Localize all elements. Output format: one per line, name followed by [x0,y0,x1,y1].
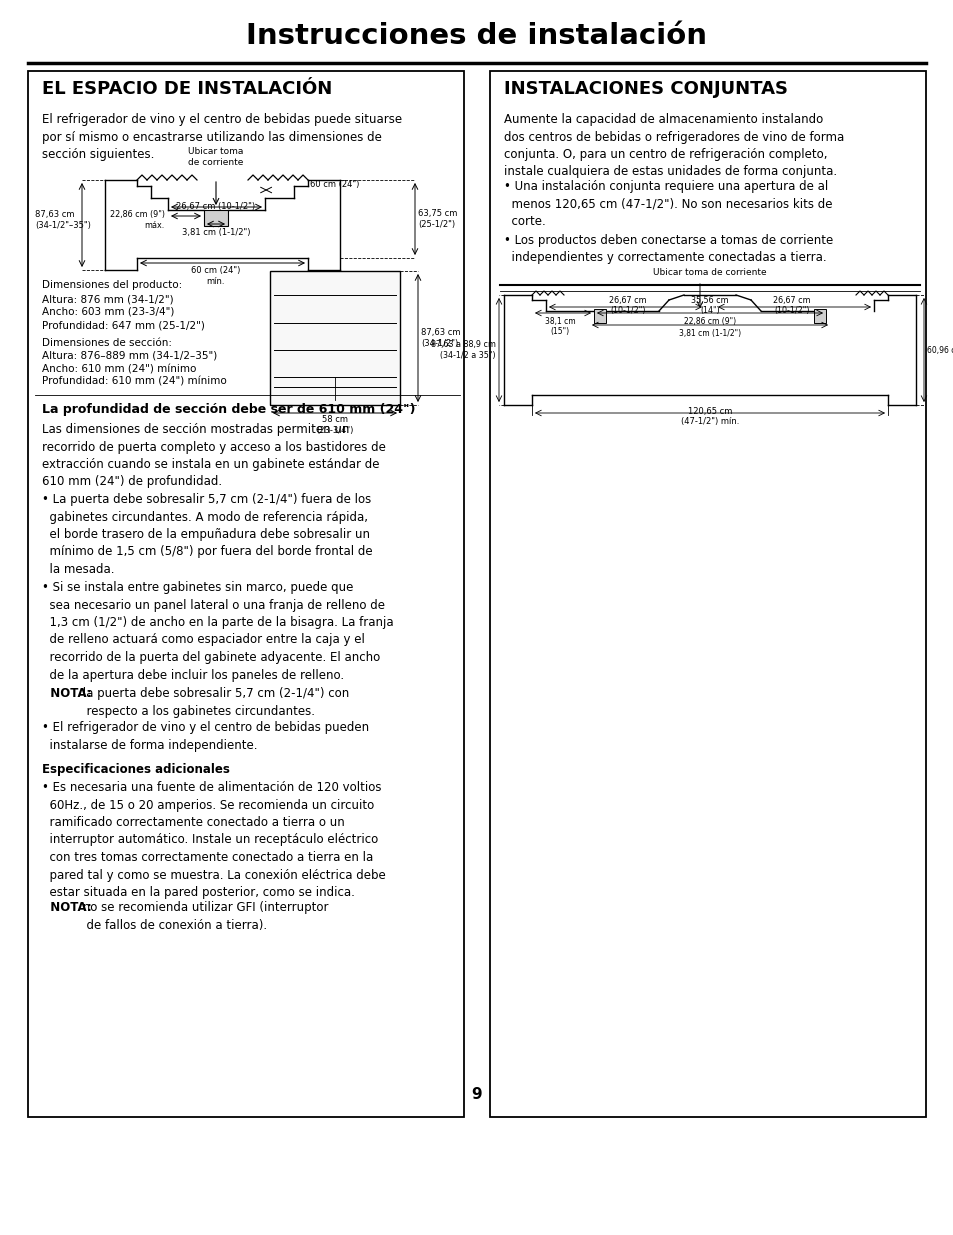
Bar [594,309,605,324]
Text: Altura: 876 mm (34-1/2"): Altura: 876 mm (34-1/2") [42,294,173,304]
Text: Ubicar toma de corriente: Ubicar toma de corriente [653,268,766,277]
Text: mín.: mín. [207,277,225,287]
Text: • Es necesaria una fuente de alimentación de 120 voltios
  60Hz., de 15 o 20 amp: • Es necesaria una fuente de alimentació… [42,781,385,899]
Text: 87,63 cm
(34-1/2"): 87,63 cm (34-1/2") [420,329,460,348]
Text: 60,96 cm (24"): 60,96 cm (24") [926,346,953,354]
Text: • Si se instala entre gabinetes sin marco, puede que
  sea necesario un panel la: • Si se instala entre gabinetes sin marc… [42,580,394,682]
Text: 63,75 cm
(25-1/2"): 63,75 cm (25-1/2") [417,209,456,228]
Text: • Los productos deben conectarse a tomas de corriente
  independientes y correct: • Los productos deben conectarse a tomas… [503,233,832,264]
Text: la puerta debe sobresalir 5,7 cm (2-1/4") con
  respecto a los gabinetes circund: la puerta debe sobresalir 5,7 cm (2-1/4"… [79,687,349,718]
Text: no se recomienda utilizar GFI (interruptor
  de fallos de conexión a tierra).: no se recomienda utilizar GFI (interrupt… [79,902,328,931]
Bar [204,210,228,226]
Bar [490,70,925,1116]
Text: 26,67 cm (10-1/2"): 26,67 cm (10-1/2") [176,203,255,211]
Text: Ancho: 603 mm (23-3/4"): Ancho: 603 mm (23-3/4") [42,308,174,317]
Text: 26,67 cm
(10-1/2"): 26,67 cm (10-1/2") [772,296,810,315]
Text: Ubicar toma
de corriente: Ubicar toma de corriente [188,147,243,167]
Text: Profundidad: 647 mm (25-1/2"): Profundidad: 647 mm (25-1/2") [42,320,205,330]
Text: 22,86 cm (9"): 22,86 cm (9") [683,317,736,326]
Text: 35,56 cm
(14"): 35,56 cm (14") [691,296,728,315]
Text: EL ESPACIO DE INSTALACIÓN: EL ESPACIO DE INSTALACIÓN [42,80,332,98]
Text: 87,63 a 88,9 cm
(34-1/2 a 35"): 87,63 a 88,9 cm (34-1/2 a 35") [431,341,496,359]
Text: La profundidad de sección debe ser de 610 mm (24"): La profundidad de sección debe ser de 61… [42,403,416,416]
Text: Aumente la capacidad de almacenamiento instalando
dos centros de bebidas o refri: Aumente la capacidad de almacenamiento i… [503,112,843,179]
Text: 26,67 cm
(10-1/2"): 26,67 cm (10-1/2") [609,296,646,315]
Text: 9: 9 [471,1087,482,1102]
Text: Dimensiones de sección:: Dimensiones de sección: [42,338,172,348]
Text: • El refrigerador de vino y el centro de bebidas pueden
  instalarse de forma in: • El refrigerador de vino y el centro de… [42,721,369,752]
Bar [270,270,399,405]
Text: Especificaciones adicionales: Especificaciones adicionales [42,763,230,776]
Text: NOTA:: NOTA: [42,687,91,700]
Bar [813,309,825,324]
Text: Altura: 876–889 mm (34-1/2–35"): Altura: 876–889 mm (34-1/2–35") [42,351,217,361]
Text: 58 cm
(23-3/4"): 58 cm (23-3/4") [316,415,354,435]
Text: 120,65 cm
(47-1/2") mín.: 120,65 cm (47-1/2") mín. [680,408,739,426]
Text: • La puerta debe sobresalir 5,7 cm (2-1/4") fuera de los
  gabinetes circundante: • La puerta debe sobresalir 5,7 cm (2-1/… [42,493,373,576]
Bar [28,70,463,1116]
Text: Las dimensiones de sección mostradas permiten un
recorrido de puerta completo y : Las dimensiones de sección mostradas per… [42,424,385,489]
Text: 60 cm (24"): 60 cm (24") [310,180,359,189]
Text: Ancho: 610 mm (24") mínimo: Ancho: 610 mm (24") mínimo [42,364,196,374]
Text: 3,81 cm (1-1/2"): 3,81 cm (1-1/2") [182,228,250,237]
Text: máx.: máx. [145,221,165,231]
Text: 87,63 cm
(34-1/2"–35"): 87,63 cm (34-1/2"–35") [35,210,91,230]
Text: • Una instalación conjunta requiere una apertura de al
  menos 120,65 cm (47-1/2: • Una instalación conjunta requiere una … [503,180,832,228]
Text: El refrigerador de vino y el centro de bebidas puede situarse
por sí mismo o enc: El refrigerador de vino y el centro de b… [42,112,402,161]
Text: Dimensiones del producto:: Dimensiones del producto: [42,280,182,290]
Text: INSTALACIONES CONJUNTAS: INSTALACIONES CONJUNTAS [503,80,787,98]
Text: 60 cm (24"): 60 cm (24") [192,266,240,275]
Text: Profundidad: 610 mm (24") mínimo: Profundidad: 610 mm (24") mínimo [42,377,227,387]
Text: Instrucciones de instalación: Instrucciones de instalación [246,22,707,49]
Text: 22,86 cm (9"): 22,86 cm (9") [110,210,165,220]
Text: 3,81 cm (1-1/2"): 3,81 cm (1-1/2") [679,329,740,338]
Text: 38,1 cm
(15"): 38,1 cm (15") [544,317,575,336]
Text: NOTA:: NOTA: [42,902,91,914]
